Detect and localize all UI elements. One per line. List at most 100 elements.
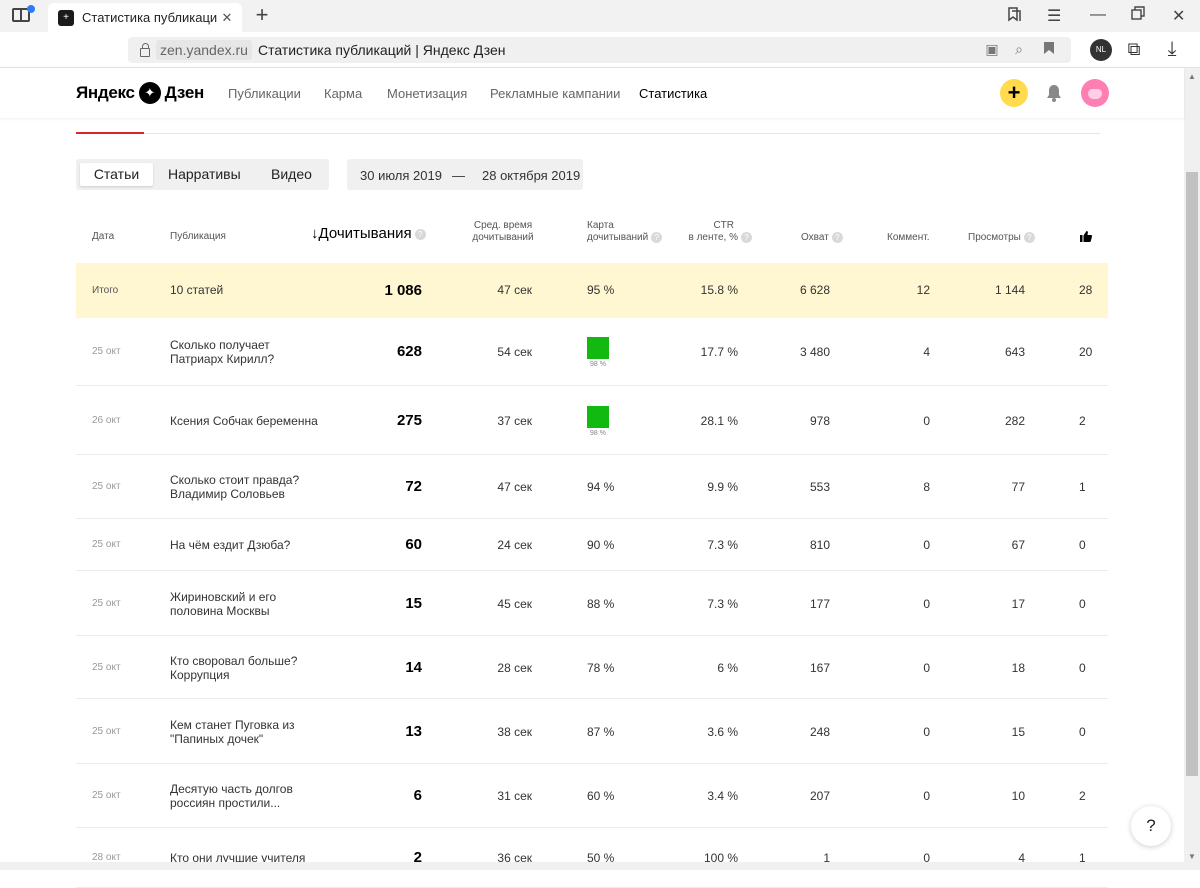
row-comments: 0 bbox=[923, 851, 930, 865]
row-ctr: 7.3 % bbox=[707, 538, 738, 552]
row-title[interactable]: Жириновский и его половина Москвы bbox=[170, 589, 277, 618]
help-icon[interactable]: ? bbox=[1023, 232, 1035, 243]
table-row[interactable] bbox=[76, 699, 1108, 764]
row-ctr: 3.4 % bbox=[707, 789, 738, 803]
nav-monetization[interactable]: Монетизация bbox=[387, 86, 468, 101]
col-ctr[interactable]: CTR в ленте, %? bbox=[688, 220, 752, 244]
table-row[interactable] bbox=[76, 571, 1108, 636]
read-map-swatch[interactable] bbox=[587, 337, 609, 359]
row-title[interactable]: Сколько получает Патриарх Кирилл? bbox=[170, 338, 275, 366]
row-avg-time: 31 сек bbox=[497, 789, 532, 803]
lock-icon[interactable] bbox=[140, 42, 150, 57]
taskbar-strip bbox=[0, 862, 1184, 870]
row-read-map: 94 % bbox=[587, 480, 615, 494]
col-read-map[interactable]: Карта дочитываний? bbox=[587, 220, 663, 244]
close-window-icon[interactable]: ✕ bbox=[1172, 8, 1186, 25]
row-reach: 207 bbox=[809, 789, 830, 803]
row-reach: 248 bbox=[809, 724, 830, 739]
row-read-map: 78 % bbox=[587, 660, 615, 675]
omnibox[interactable]: zen.yandex.ru Статистика публикаций | Ян… bbox=[128, 37, 1071, 63]
help-button[interactable]: ? bbox=[1131, 806, 1171, 846]
row-reads: 14 bbox=[405, 658, 422, 676]
nav-statistics[interactable]: Статистика bbox=[639, 86, 708, 101]
close-tab-icon[interactable]: ✕ bbox=[221, 9, 233, 25]
tab-narratives[interactable]: Нарративы bbox=[168, 166, 241, 182]
total-label: Итого bbox=[92, 285, 119, 296]
nav-ad-campaigns[interactable]: Рекламные кампании bbox=[490, 86, 621, 101]
col-likes[interactable] bbox=[1079, 230, 1093, 247]
row-title[interactable]: На чём ездит Дзюба? bbox=[170, 538, 291, 552]
row-date: 26 окт bbox=[92, 414, 121, 426]
extension-nl-icon[interactable]: NL bbox=[1090, 39, 1112, 61]
tab-video[interactable]: Видео bbox=[271, 166, 312, 182]
table-row[interactable] bbox=[76, 519, 1108, 571]
search-icon[interactable]: ⌕ bbox=[1015, 41, 1023, 57]
row-reach: 978 bbox=[809, 413, 830, 428]
zen-logo[interactable]: Яндекс ✦ Дзен bbox=[76, 82, 204, 104]
bell-icon[interactable] bbox=[1046, 84, 1062, 102]
row-reads: 13 bbox=[405, 722, 422, 740]
help-icon[interactable]: ? bbox=[741, 232, 752, 243]
row-title[interactable]: Ксения Собчак беременна bbox=[170, 413, 318, 428]
help-icon[interactable]: ? bbox=[651, 232, 663, 243]
read-map-caption: 98 % bbox=[590, 361, 606, 368]
table-row[interactable] bbox=[76, 636, 1108, 699]
browser-tab[interactable]: + Статистика публикаций ✕ bbox=[48, 3, 242, 32]
nav-karma[interactable]: Карма bbox=[324, 86, 363, 101]
bookmark-icon[interactable] bbox=[1041, 41, 1057, 57]
new-tab-icon[interactable]: + bbox=[255, 2, 269, 27]
extension-translate-icon[interactable]: ⧉ bbox=[1127, 39, 1141, 59]
total-reads: 1 086 bbox=[384, 282, 422, 299]
table-row[interactable] bbox=[76, 318, 1108, 386]
nav-publications[interactable]: Публикации bbox=[228, 86, 301, 101]
total-ctr: 15.8 % bbox=[700, 283, 738, 297]
avatar[interactable] bbox=[1081, 79, 1109, 107]
row-avg-time: 24 сек bbox=[497, 538, 532, 552]
download-icon[interactable]: ⤓ bbox=[1167, 38, 1177, 60]
date-range-picker[interactable]: 30 июля 2019 — 28 октября 2019 bbox=[347, 159, 583, 190]
minimize-icon[interactable]: — bbox=[1090, 6, 1106, 23]
bookmarks-icon[interactable] bbox=[1006, 6, 1022, 27]
row-likes: 0 bbox=[1079, 596, 1086, 611]
row-likes: 0 bbox=[1079, 660, 1086, 675]
logo-zen: Дзен bbox=[164, 83, 205, 102]
tabs-overview-icon[interactable] bbox=[12, 8, 30, 22]
col-date[interactable]: Дата bbox=[92, 231, 115, 242]
create-button[interactable]: + bbox=[1000, 79, 1028, 107]
translate-icon[interactable]: ▣ bbox=[985, 41, 999, 57]
table-row[interactable] bbox=[76, 455, 1108, 519]
row-title[interactable]: Кто они лучшие учителя bbox=[170, 851, 306, 865]
row-title[interactable]: Сколько стоит правда? Владимир Соловьев bbox=[170, 473, 300, 501]
col-reads[interactable]: ↓Дочитывания? bbox=[311, 226, 426, 241]
scroll-down-icon[interactable]: ▼ bbox=[1188, 852, 1196, 861]
row-ctr: 100 % bbox=[703, 851, 738, 865]
row-title[interactable]: Кто своровал больше? Коррупция bbox=[170, 653, 298, 682]
row-date: 28 окт bbox=[92, 852, 121, 863]
row-read-map: 50 % bbox=[587, 851, 615, 865]
scroll-up-icon[interactable]: ▲ bbox=[1188, 72, 1196, 81]
col-comments[interactable]: Коммент. bbox=[887, 232, 930, 243]
table-row[interactable] bbox=[76, 386, 1108, 455]
section-divider bbox=[76, 133, 1100, 134]
row-comments: 8 bbox=[923, 480, 930, 494]
help-icon[interactable]: ? bbox=[414, 228, 426, 240]
col-avg-time[interactable]: Сред. время дочитываний bbox=[468, 220, 538, 244]
row-date: 25 окт bbox=[92, 725, 121, 737]
menu-icon[interactable]: ☰ bbox=[1047, 8, 1062, 25]
row-comments: 4 bbox=[923, 345, 930, 359]
tab-articles[interactable]: Статьи bbox=[80, 163, 153, 186]
row-ctr: 17.7 % bbox=[700, 345, 738, 359]
url-page-title: Статистика публикаций | Яндекс Дзен bbox=[257, 42, 506, 58]
col-reach[interactable]: Охват? bbox=[801, 232, 843, 244]
row-title[interactable]: Десятую часть долгов россиян простили... bbox=[170, 782, 293, 810]
col-publication[interactable]: Публикация bbox=[170, 231, 226, 242]
table-row[interactable] bbox=[76, 764, 1108, 828]
scrollbar-thumb[interactable] bbox=[1186, 172, 1198, 776]
row-title[interactable]: Кем станет Пуговка из "Папиных дочек" bbox=[170, 717, 295, 746]
restore-icon[interactable] bbox=[1131, 6, 1145, 25]
total-row bbox=[76, 263, 1108, 318]
read-map-swatch[interactable] bbox=[587, 405, 609, 428]
total-comments: 12 bbox=[916, 283, 930, 297]
help-icon[interactable]: ? bbox=[831, 232, 843, 243]
col-views[interactable]: Просмотры? bbox=[968, 232, 1035, 244]
